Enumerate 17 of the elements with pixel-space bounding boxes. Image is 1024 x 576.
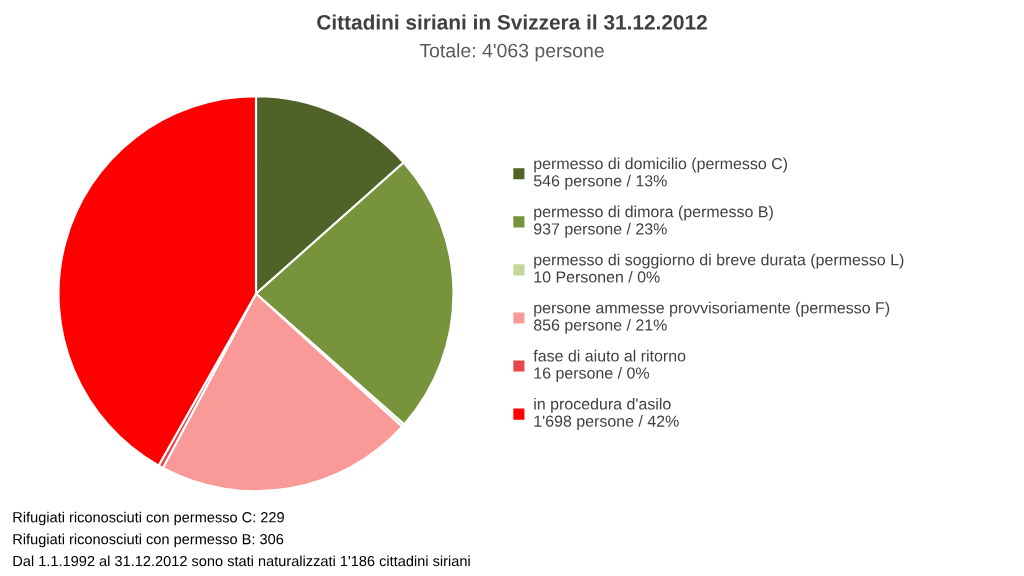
legend-label: permesso di domicilio (permesso C) [534,157,788,173]
legend-label: fase di aiuto al ritorno [533,349,686,362]
data-label: 1'698 persone / 42% [534,415,679,430]
chart-title: Cittadini siriani in Svizzera il 31.12.2012 [317,14,707,30]
legend-label: in procedura d'asilo [534,397,671,413]
legend-label: permesso di soggiorno di breve durata (permesso L) [534,253,904,269]
data-label: 546 persone / 13% [533,174,667,190]
text: Rifugiati riconosciuti con permesso C: 229 [13,511,284,526]
text: Dal 1.1.1992 al 31.12.2012 sono stati naturalizzati 1'186 cittadini siriani [13,555,470,567]
text: Rifugiati riconosciuti con permesso B: 306 [13,533,284,548]
data-label: 856 persone / 21% [533,318,667,334]
chart-subtitle: Totale: 4'063 persone [419,43,604,62]
legend-label: permesso di dimora (permesso B) [534,205,773,221]
data-label: 16 persone / 0% [534,367,650,382]
legend-label: persone ammesse provvisoriamente (permesso F) [534,301,890,317]
data-label: 937 persone / 23% [534,222,667,238]
data-label: 10 Personen / 0% [534,270,660,283]
